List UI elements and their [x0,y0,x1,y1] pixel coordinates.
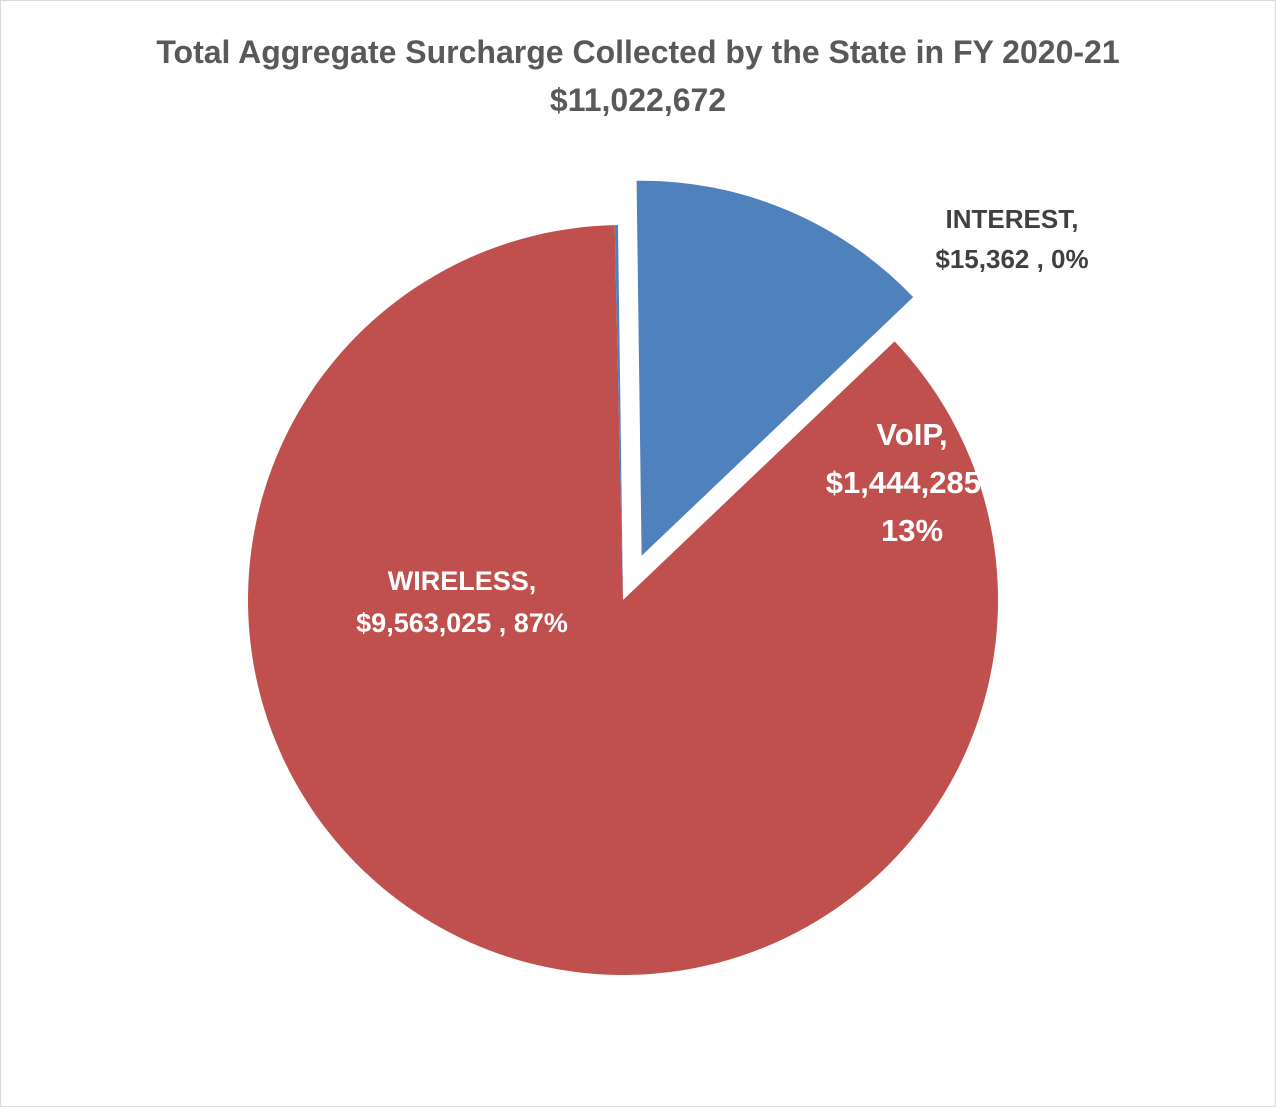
data-label-interest: INTEREST, $15,362 , 0% [935,204,1088,274]
data-label-line: $1,444,285 , [826,465,998,500]
pie-slices [248,180,998,975]
pie-data-labels: WIRELESS, $9,563,025 , 87% INTEREST, $15,36… [356,204,1088,638]
data-label-line: $15,362 , 0% [935,244,1088,274]
data-label-line: 13% [881,513,943,548]
data-label-voip: VoIP, $1,444,285 , 13% [826,417,998,548]
pie-slice-interest [614,225,623,601]
data-label-line: INTEREST, [946,204,1079,234]
chart-title: Total Aggregate Surcharge Collected by t… [156,34,1120,70]
pie-slice-wireless [248,225,998,975]
pie-slice-voip [636,180,914,556]
data-label-line: VoIP, [876,417,947,452]
data-label-line: WIRELESS, [388,566,537,596]
chart-subtitle: $11,022,672 [549,82,727,118]
data-label-wireless: WIRELESS, $9,563,025 , 87% [356,566,568,638]
data-label-line: $9,563,025 , 87% [356,608,568,638]
